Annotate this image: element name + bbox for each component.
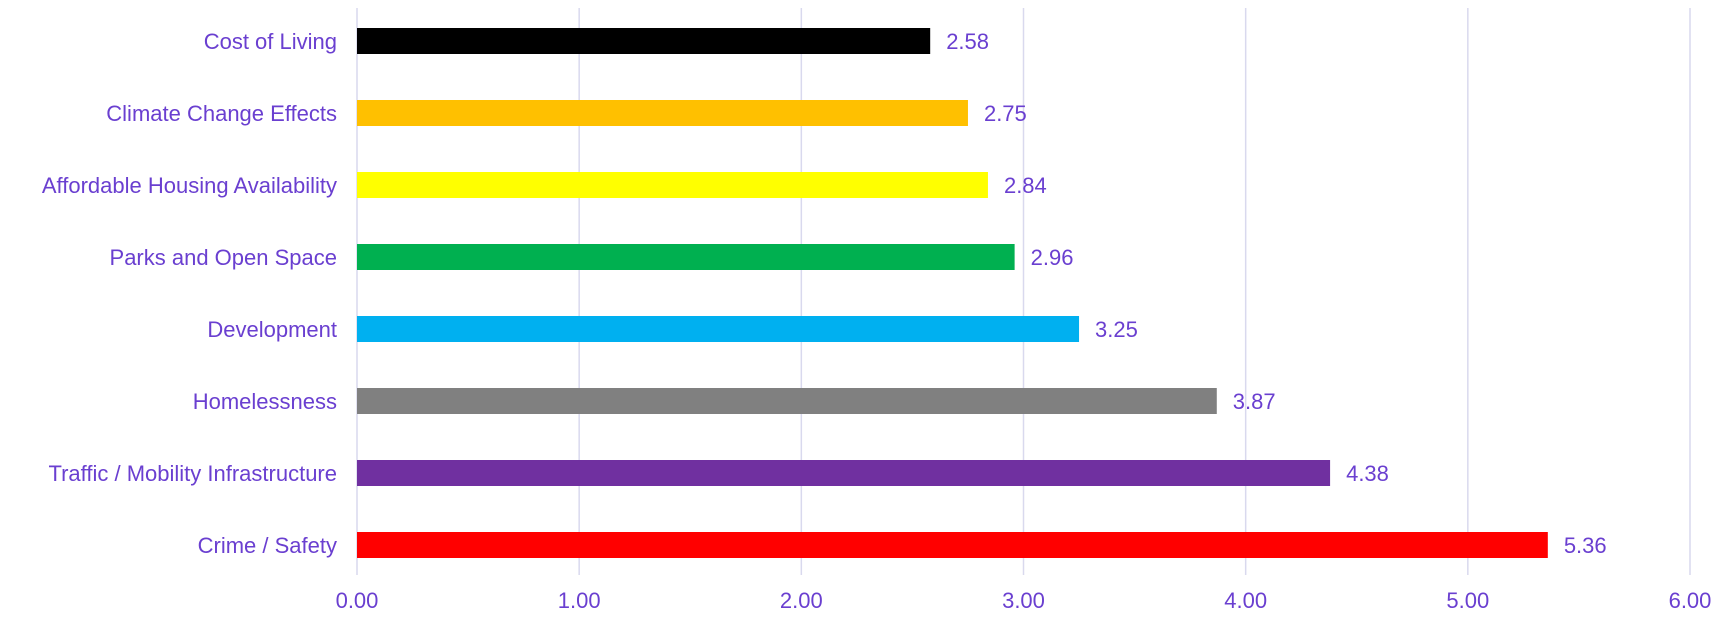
x-tick-label: 3.00 — [1002, 588, 1045, 613]
bar — [357, 316, 1080, 342]
value-labels: 2.58 2.75 2.84 2.96 3.25 3.87 4.38 5.36 — [946, 29, 1606, 558]
data-label: 4.38 — [1346, 461, 1389, 486]
x-tick-label: 4.00 — [1224, 588, 1267, 613]
data-label: 5.36 — [1564, 533, 1607, 558]
bar — [357, 532, 1548, 558]
category-label: Parks and Open Space — [110, 245, 337, 270]
gridlines — [356, 8, 1691, 575]
bar — [357, 388, 1217, 414]
category-label: Homelessness — [193, 389, 337, 414]
bar — [357, 100, 968, 126]
bar — [357, 460, 1331, 486]
bar — [357, 172, 988, 198]
x-tick-label: 5.00 — [1446, 588, 1489, 613]
category-labels: Cost of Living Climate Change Effects Affo… — [42, 29, 337, 558]
x-axis-tick-labels: 0.00 1.00 2.00 3.00 4.00 5.00 6.00 — [336, 588, 1712, 613]
data-label: 3.87 — [1233, 389, 1276, 414]
data-label: 2.58 — [946, 29, 989, 54]
category-label: Affordable Housing Availability — [42, 173, 337, 198]
x-tick-label: 1.00 — [558, 588, 601, 613]
bar — [357, 28, 931, 54]
data-label: 3.25 — [1095, 317, 1138, 342]
bars — [357, 28, 1548, 558]
data-label: 2.96 — [1031, 245, 1074, 270]
x-tick-label: 0.00 — [336, 588, 379, 613]
data-label: 2.84 — [1004, 173, 1047, 198]
bar — [357, 244, 1015, 270]
category-label: Development — [207, 317, 337, 342]
category-label: Traffic / Mobility Infrastructure — [48, 461, 337, 486]
category-label: Crime / Safety — [198, 533, 337, 558]
x-tick-label: 6.00 — [1669, 588, 1712, 613]
category-label: Cost of Living — [204, 29, 337, 54]
data-label: 2.75 — [984, 101, 1027, 126]
category-label: Climate Change Effects — [106, 101, 337, 126]
x-tick-label: 2.00 — [780, 588, 823, 613]
